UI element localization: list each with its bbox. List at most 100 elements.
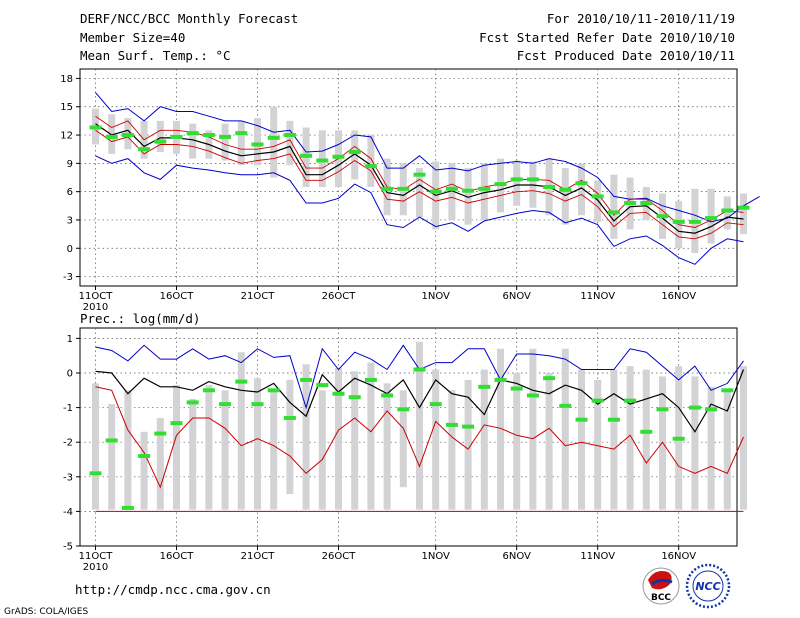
observation-marker xyxy=(235,379,248,384)
observation-marker xyxy=(202,133,215,138)
ensemble-range-bar xyxy=(561,168,569,225)
ensemble-range-bar xyxy=(529,348,537,510)
variable-label: Mean Surf. Temp.: °C xyxy=(80,48,231,63)
x-tick-label: 16NOV xyxy=(661,551,696,562)
y-tick-label: 9 xyxy=(67,159,73,170)
ensemble-range-bar xyxy=(561,348,569,510)
ensemble-range-bar xyxy=(416,168,423,218)
x-tick-label: 21OCT xyxy=(241,551,276,562)
ensemble-range-bar xyxy=(367,135,375,187)
x-tick-label: 16OCT xyxy=(160,551,195,562)
observation-marker xyxy=(429,402,442,407)
observation-marker xyxy=(105,438,118,443)
observation-marker xyxy=(445,186,458,191)
observation-marker xyxy=(300,377,313,382)
ensemble-range-bar xyxy=(92,383,99,510)
ensemble-range-bar xyxy=(594,379,602,510)
ensemble-range-bar xyxy=(124,390,132,510)
ensemble-range-bar xyxy=(707,386,715,510)
y-tick-label: -2 xyxy=(63,438,73,449)
observation-marker xyxy=(138,454,151,459)
x-tick-label: 6NOV xyxy=(503,291,532,302)
x-tick-label: 11OCT xyxy=(79,291,114,302)
ensemble-range-bar xyxy=(383,383,391,510)
y-tick-label: 15 xyxy=(60,102,73,113)
min-line xyxy=(95,386,744,489)
forecast-period: For 2010/10/11-2010/11/19 xyxy=(547,11,735,26)
x-tick-label: 26OCT xyxy=(322,551,357,562)
ensemble-range-bar xyxy=(237,120,245,166)
chart-title: DERF/NCC/BCC Monthly Forecast xyxy=(80,11,298,26)
observation-marker xyxy=(121,505,134,510)
observation-marker xyxy=(154,139,167,144)
ensemble-range-bar xyxy=(335,367,342,510)
observation-marker xyxy=(737,205,750,210)
x-tick-label: 1NOV xyxy=(422,291,451,302)
observation-marker xyxy=(640,429,653,434)
observation-marker xyxy=(154,431,167,436)
ensemble-range-bar xyxy=(156,417,164,510)
ensemble-range-bar xyxy=(205,385,213,510)
x-tick-label: 1NOV xyxy=(422,551,451,562)
x-tick-label: 21OCT xyxy=(241,291,276,302)
x-tick-label: 6NOV xyxy=(503,551,532,562)
observation-marker xyxy=(348,395,361,400)
precipitation-panel: -5 -4 -3 -2 -1 0 1 11OCT 16OCT 21OCT 26OCT 1NOV 6NOV… xyxy=(63,327,747,573)
ensemble-range-bar xyxy=(318,390,326,510)
x-tick-label: 26OCT xyxy=(322,291,357,302)
observation-marker xyxy=(624,398,637,403)
observation-marker xyxy=(89,125,102,130)
observation-marker xyxy=(89,471,102,476)
plot-frame xyxy=(79,327,738,547)
observation-marker xyxy=(721,388,734,393)
observation-marker xyxy=(656,214,669,219)
bcc-logo-text: BCC xyxy=(651,593,671,603)
observation-marker xyxy=(462,188,475,193)
observation-marker xyxy=(688,405,701,410)
observation-marker xyxy=(397,186,410,191)
ensemble-range-bar xyxy=(399,390,407,488)
ensemble-range-bar xyxy=(367,362,375,510)
ensemble-range-bar xyxy=(416,341,423,510)
y-tick-label: -3 xyxy=(63,472,73,483)
ensemble-range-bar xyxy=(270,106,278,178)
observation-marker xyxy=(526,177,539,182)
observation-marker xyxy=(559,187,572,192)
ensemble-range-bar xyxy=(140,431,148,510)
observation-marker xyxy=(510,386,523,391)
ncc-logo-text: NCC xyxy=(695,580,720,593)
observation-marker xyxy=(413,367,426,372)
x-tick-label: 11NOV xyxy=(580,291,615,302)
observation-marker xyxy=(575,417,588,422)
observation-marker xyxy=(332,391,345,396)
ensemble-range-bar xyxy=(610,174,618,239)
ensemble-range-bar xyxy=(513,160,521,206)
mean-lower-line xyxy=(95,129,744,240)
forecast-produced-date: Fcst Produced Date 2010/10/11 xyxy=(517,48,735,63)
observation-marker xyxy=(170,134,183,139)
observation-marker xyxy=(429,189,442,194)
observation-marker xyxy=(267,135,280,140)
observation-marker xyxy=(672,219,685,224)
ensemble-range-bar xyxy=(270,390,278,510)
observation-marker xyxy=(186,131,199,136)
observation-marker xyxy=(510,177,523,182)
forecast-start-date: Fcst Started Refer Date 2010/10/10 xyxy=(479,30,735,45)
ensemble-range-bar xyxy=(642,369,650,510)
x-year-label: 2010 xyxy=(83,302,108,313)
observation-marker xyxy=(202,388,215,393)
y-tick-label: -3 xyxy=(63,272,73,283)
ensemble-range-bar xyxy=(480,369,488,510)
observation-marker xyxy=(219,134,232,139)
y-tick-label: 0 xyxy=(67,244,73,255)
observation-marker xyxy=(138,147,151,152)
ensemble-range-bar xyxy=(545,372,553,510)
source-url[interactable]: http://cmdp.ncc.cma.gov.cn xyxy=(75,582,271,597)
ensemble-range-bar xyxy=(221,390,229,510)
observation-marker xyxy=(607,210,620,215)
y-tick-label: 0 xyxy=(67,368,73,379)
x-year-label: 2010 xyxy=(83,562,108,573)
ensemble-range-bar xyxy=(578,163,585,216)
observation-marker xyxy=(170,421,183,426)
